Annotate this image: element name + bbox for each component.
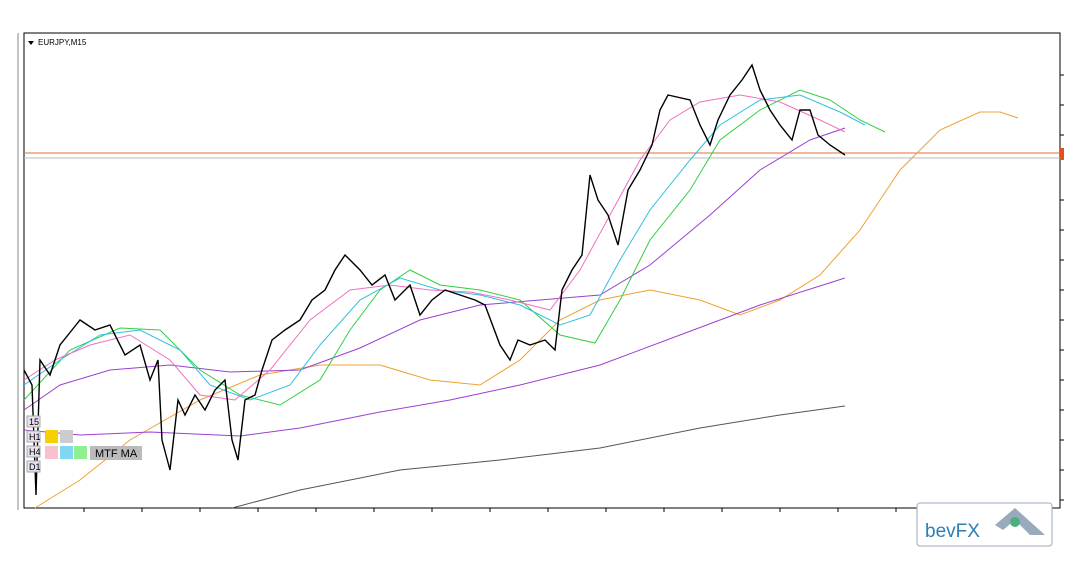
logo-mark xyxy=(995,508,1045,535)
color-swatch[interactable] xyxy=(60,430,73,443)
mtf-panel: 15 H1 H4 D1 MTF MA xyxy=(26,415,142,473)
color-swatch[interactable] xyxy=(45,446,58,459)
tf-label: D1 xyxy=(29,462,41,472)
tf-box[interactable] xyxy=(26,445,41,458)
tf-box[interactable] xyxy=(26,460,41,473)
logo-text: bevFX xyxy=(925,521,980,542)
logo-dot xyxy=(1010,517,1020,527)
chart-frame xyxy=(23,32,1061,509)
tf-box[interactable] xyxy=(26,430,41,443)
price-marker xyxy=(1060,148,1064,160)
symbol-label: EURJPY,M15 xyxy=(38,38,87,47)
color-swatch[interactable] xyxy=(74,446,87,459)
color-swatch[interactable] xyxy=(45,430,58,443)
tf-label: 15 xyxy=(29,417,39,427)
axis-ticks xyxy=(83,74,1064,512)
panel-label: MTF MA xyxy=(95,448,138,460)
tf-label: H1 xyxy=(29,432,41,442)
logo: bevFX xyxy=(916,502,1053,547)
tf-label: H4 xyxy=(29,447,41,457)
moving-averages xyxy=(23,63,1019,509)
tf-box[interactable] xyxy=(26,415,41,428)
color-swatch[interactable] xyxy=(60,446,73,459)
label-box[interactable] xyxy=(90,446,142,460)
dropdown-arrow[interactable] xyxy=(28,41,34,45)
